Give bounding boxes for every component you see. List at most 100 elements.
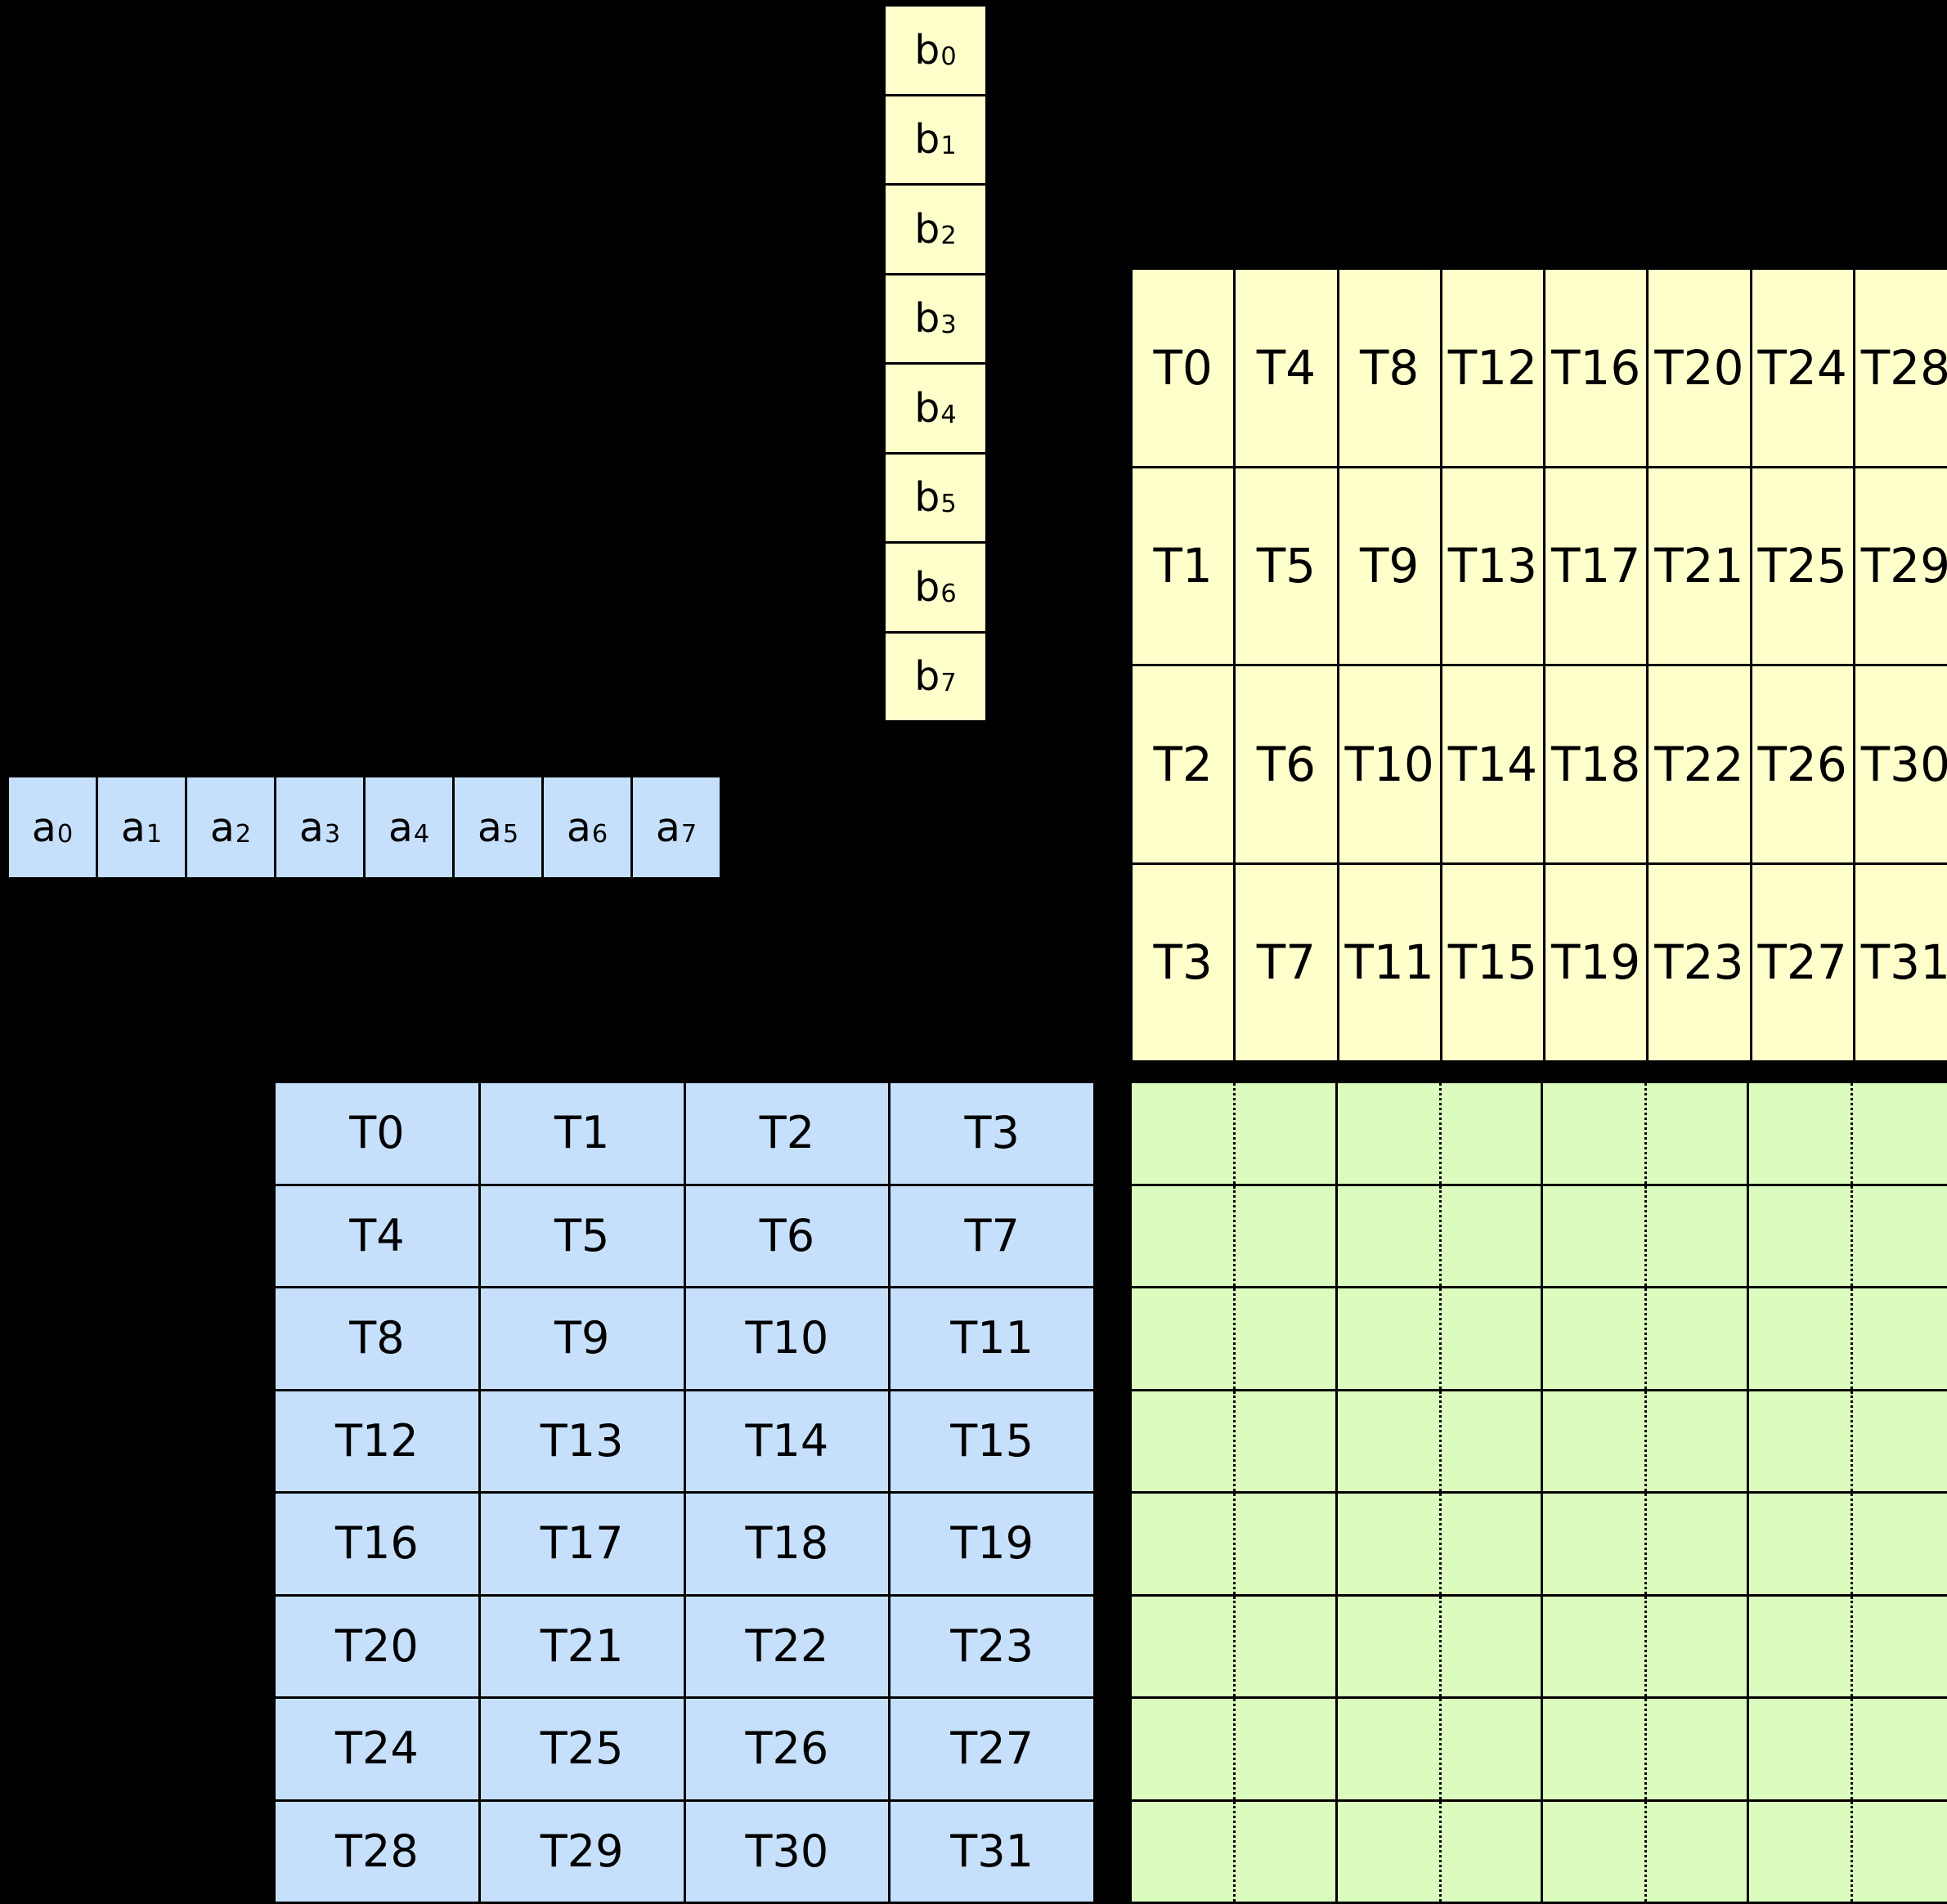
- green-output-cell-subdivider: [1233, 1186, 1236, 1287]
- green-output-cell-subdivider: [1851, 1699, 1853, 1799]
- green-output-cell: [1747, 1594, 1947, 1700]
- blue-thread-cell: T31: [888, 1799, 1096, 1904]
- green-output-cell: [1541, 1286, 1749, 1391]
- green-output-cell: [1747, 1491, 1947, 1597]
- green-output-cell-subdivider: [1851, 1802, 1853, 1902]
- green-output-cell-subdivider: [1851, 1186, 1853, 1287]
- green-output-cell: [1335, 1491, 1544, 1597]
- yellow-thread-cell: T7: [1233, 862, 1339, 1064]
- green-output-cell-subdivider: [1233, 1494, 1236, 1594]
- green-output-cell-subdivider: [1851, 1083, 1853, 1184]
- blue-thread-cell: T26: [684, 1696, 891, 1802]
- green-output-cell: [1335, 1799, 1544, 1904]
- green-output-cell: [1129, 1696, 1338, 1802]
- yellow-thread-cell: T8: [1337, 267, 1442, 468]
- green-output-cell-subdivider: [1851, 1391, 1853, 1492]
- blue-thread-cell: T23: [888, 1594, 1096, 1700]
- yellow-thread-cell: T12: [1440, 267, 1545, 468]
- yellow-thread-cell: T22: [1646, 664, 1752, 865]
- green-output-cell-subdivider: [1233, 1083, 1236, 1184]
- yellow-thread-cell: T26: [1750, 664, 1855, 865]
- blue-thread-cell: T6: [684, 1184, 891, 1289]
- yellow-thread-cell: T19: [1543, 862, 1649, 1064]
- green-output-cell: [1747, 1286, 1947, 1391]
- blue-thread-cell: T2: [684, 1081, 891, 1186]
- green-output-cell-subdivider: [1851, 1597, 1853, 1697]
- green-output-cell-subdivider: [1644, 1391, 1647, 1492]
- green-output-cell: [1129, 1184, 1338, 1289]
- yellow-thread-cell: T23: [1646, 862, 1752, 1064]
- green-output-cell-subdivider: [1233, 1391, 1236, 1492]
- blue-thread-cell: T4: [273, 1184, 481, 1289]
- yellow-thread-cell: T9: [1337, 466, 1442, 667]
- green-output-cell-subdivider: [1851, 1494, 1853, 1594]
- blue-thread-cell: T1: [478, 1081, 686, 1186]
- green-output-cell: [1335, 1594, 1544, 1700]
- green-output-cell-subdivider: [1439, 1802, 1442, 1902]
- yellow-thread-cell: T27: [1750, 862, 1855, 1064]
- yellow-thread-cell: T0: [1130, 267, 1236, 468]
- yellow-thread-cell: T17: [1543, 466, 1649, 667]
- blue-thread-cell: T19: [888, 1491, 1096, 1597]
- yellow-thread-cell: T6: [1233, 664, 1339, 865]
- yellow-thread-cell: T11: [1337, 862, 1442, 1064]
- green-output-cell: [1541, 1799, 1749, 1904]
- blue-thread-cell: T27: [888, 1696, 1096, 1802]
- green-output-cell-subdivider: [1439, 1288, 1442, 1389]
- green-output-cell: [1747, 1799, 1947, 1904]
- green-output-cell-subdivider: [1644, 1083, 1647, 1184]
- green-output-cell-subdivider: [1644, 1699, 1647, 1799]
- green-output-cell: [1541, 1081, 1749, 1186]
- yellow-thread-cell: T2: [1130, 664, 1236, 865]
- blue-thread-cell: T30: [684, 1799, 891, 1904]
- yellow-thread-cell: T21: [1646, 466, 1752, 667]
- blue-thread-cell: T16: [273, 1491, 481, 1597]
- green-output-cell-subdivider: [1439, 1186, 1442, 1287]
- blue-thread-cell: T11: [888, 1286, 1096, 1391]
- green-output-cell: [1335, 1184, 1544, 1289]
- blue-thread-cell: T25: [478, 1696, 686, 1802]
- green-output-cell-subdivider: [1439, 1597, 1442, 1697]
- green-output-cell-subdivider: [1233, 1597, 1236, 1697]
- green-output-cell-subdivider: [1439, 1699, 1442, 1799]
- blue-thread-cell: T28: [273, 1799, 481, 1904]
- green-output-cell: [1129, 1081, 1338, 1186]
- green-output-cell: [1129, 1799, 1338, 1904]
- blue-thread-cell: T24: [273, 1696, 481, 1802]
- blue-thread-cell: T5: [478, 1184, 686, 1289]
- blue-thread-cell: T12: [273, 1389, 481, 1494]
- green-output-cell: [1541, 1696, 1749, 1802]
- yellow-thread-cell: T3: [1130, 862, 1236, 1064]
- green-output-cell-subdivider: [1439, 1391, 1442, 1492]
- yellow-thread-cell: T1: [1130, 466, 1236, 667]
- green-output-cell-subdivider: [1233, 1802, 1236, 1902]
- green-output-cell: [1335, 1389, 1544, 1494]
- green-output-grid: [1129, 1081, 1947, 1902]
- yellow-thread-cell: T31: [1853, 862, 1947, 1064]
- yellow-thread-cell: T14: [1440, 664, 1545, 865]
- green-output-cell: [1541, 1594, 1749, 1700]
- green-output-cell-subdivider: [1644, 1597, 1647, 1697]
- green-output-cell: [1541, 1491, 1749, 1597]
- green-output-cell: [1335, 1696, 1544, 1802]
- green-output-cell: [1747, 1184, 1947, 1289]
- blue-thread-cell: T15: [888, 1389, 1096, 1494]
- blue-thread-cell: T3: [888, 1081, 1096, 1186]
- blue-thread-cell: T21: [478, 1594, 686, 1700]
